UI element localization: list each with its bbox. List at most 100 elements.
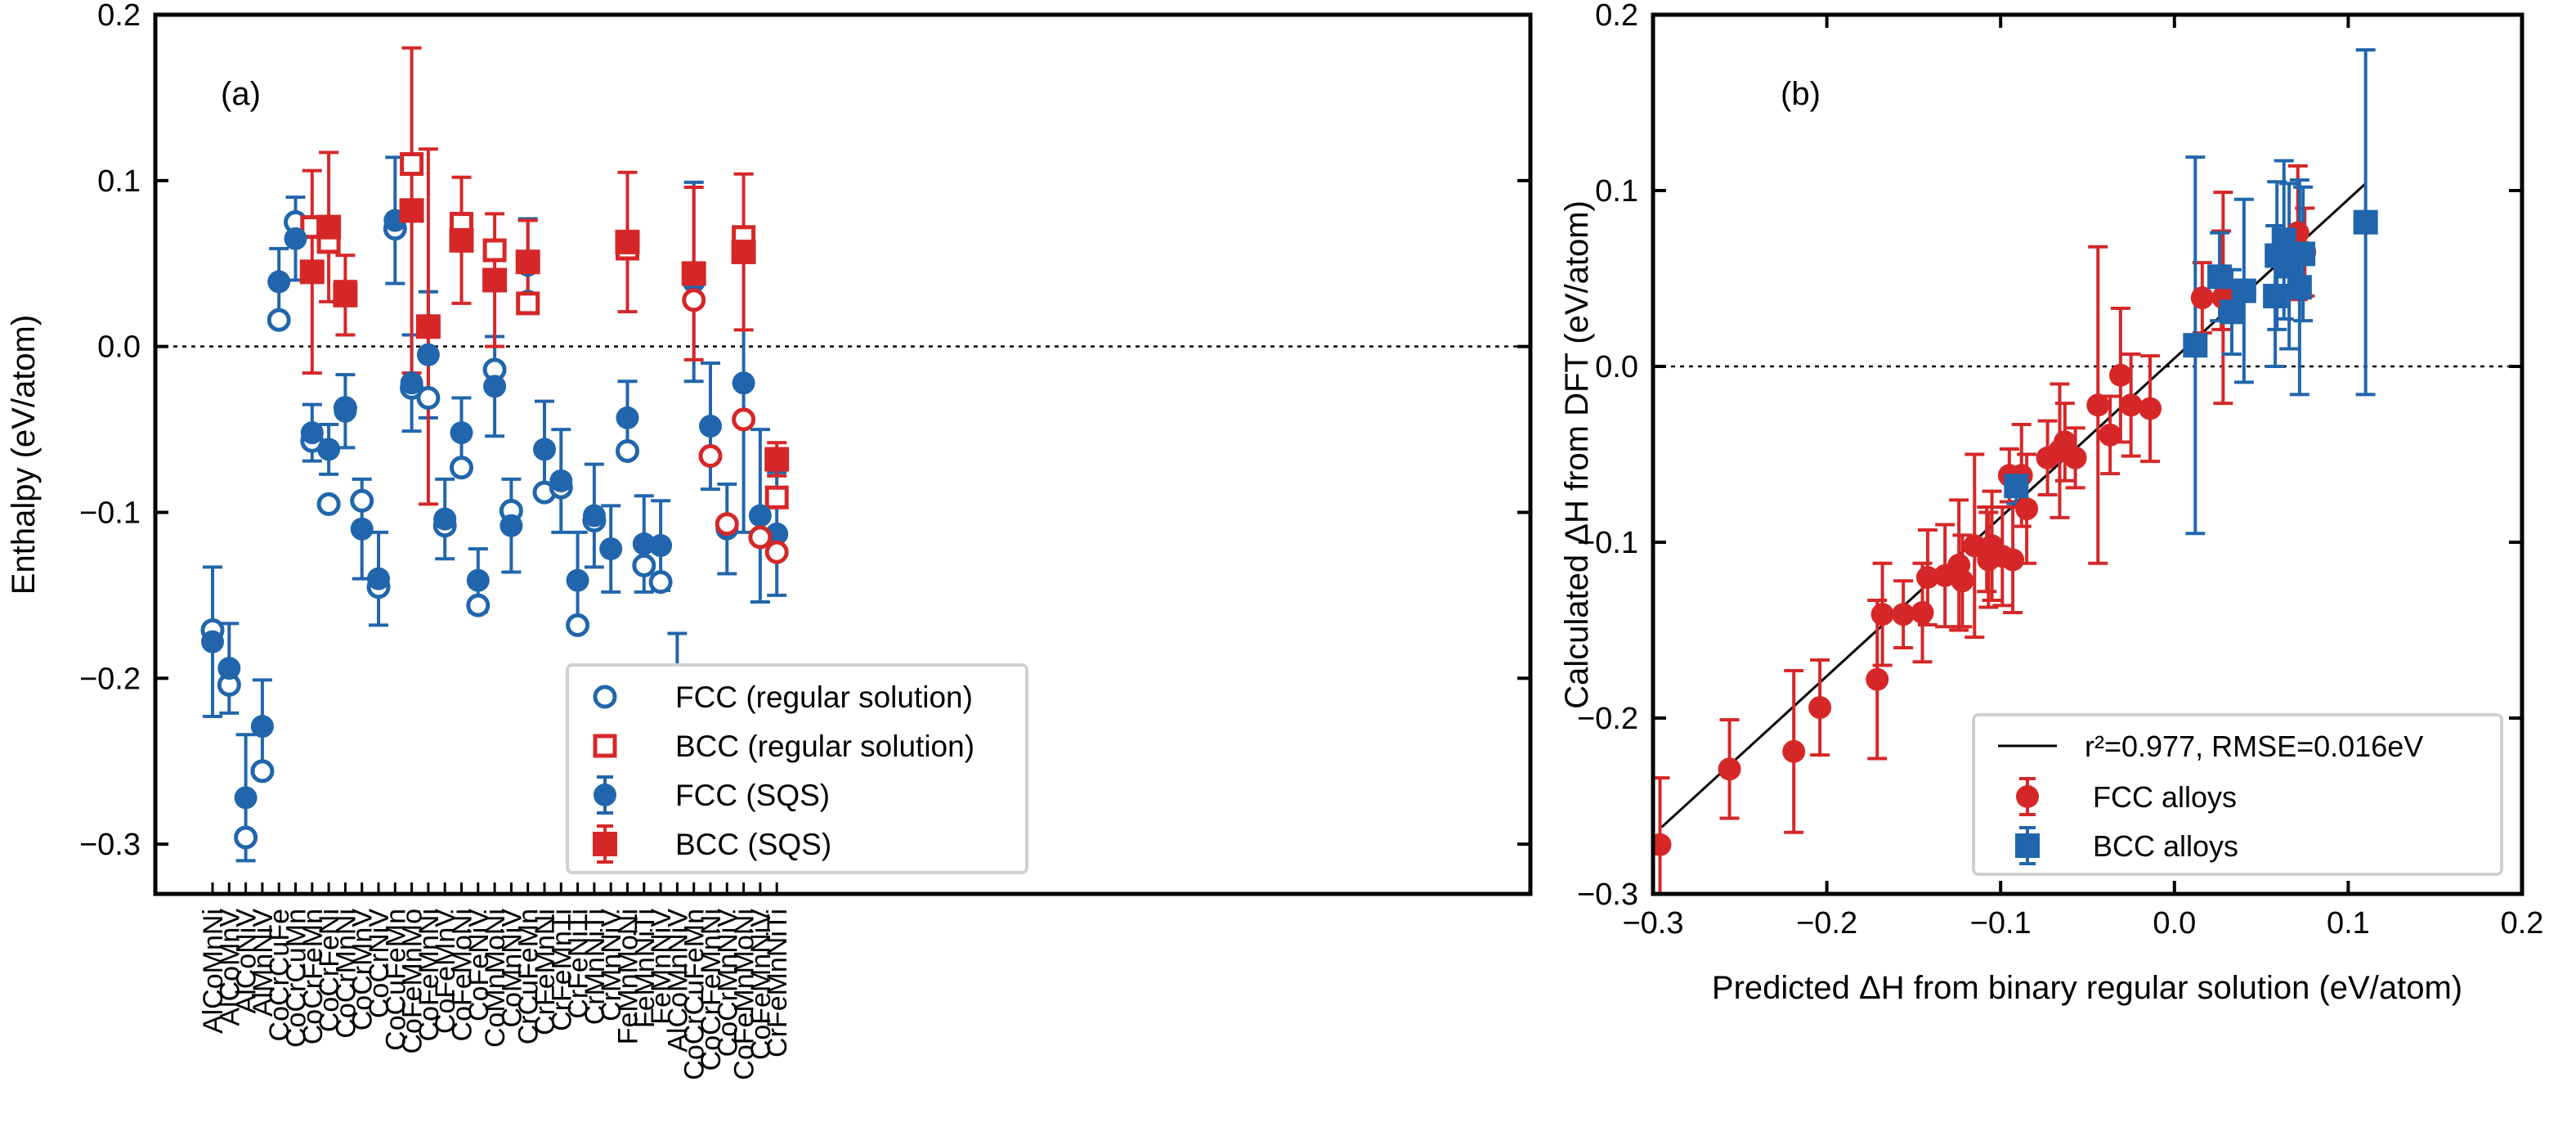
data-point bbox=[1782, 739, 1806, 763]
legend-label: BCC (regular solution) bbox=[675, 730, 974, 763]
x-tick-label: CoFeMnV bbox=[430, 909, 461, 1034]
data-point bbox=[299, 259, 325, 285]
data-point bbox=[599, 537, 623, 561]
x-tick-label: CoCuFeMn bbox=[380, 909, 411, 1051]
y-axis-ticks: 0.2 0.1 0.0 −0.1 −0.2 −0.3 bbox=[1577, 0, 2522, 912]
data-point bbox=[234, 825, 258, 850]
x-tick-label: FeMnNiV bbox=[646, 909, 677, 1025]
legend-label: FCC alloys bbox=[2093, 780, 2237, 814]
data-point bbox=[615, 229, 640, 254]
data-point bbox=[466, 593, 491, 617]
panel-label: (b) bbox=[1781, 76, 1821, 112]
data-point bbox=[317, 438, 341, 461]
y-axis-label: Calculated ΔH from DFT (eV/atom) bbox=[1559, 200, 1595, 709]
data-point bbox=[267, 308, 291, 332]
data-point bbox=[300, 421, 324, 445]
y-tick-label: 0.1 bbox=[97, 164, 141, 199]
x-tick-label: CoFeMnNi bbox=[414, 909, 445, 1041]
panel-label: (a) bbox=[221, 76, 261, 112]
data-point bbox=[2190, 286, 2214, 310]
x-tick-label: CrFeMnTi bbox=[546, 909, 577, 1031]
x-tick-label: CoCrFeMn bbox=[298, 909, 329, 1044]
data-point bbox=[566, 613, 590, 637]
data-point bbox=[466, 568, 490, 592]
x-tick-label: CrFeMnNi bbox=[530, 909, 561, 1035]
data-point bbox=[2119, 393, 2143, 417]
data-point bbox=[632, 553, 656, 577]
x-tick-label: CoCrMnNiV bbox=[712, 909, 743, 1057]
data-point bbox=[681, 261, 706, 286]
data-point bbox=[533, 438, 556, 461]
data-point bbox=[632, 532, 656, 556]
data-point bbox=[732, 407, 756, 432]
data-point bbox=[316, 214, 342, 240]
legend-marker bbox=[593, 685, 617, 709]
legend-label: r²=0.977, RMSE=0.016eV bbox=[2085, 730, 2423, 763]
data-point bbox=[1808, 696, 1832, 720]
data-point bbox=[516, 291, 540, 316]
legend-marker bbox=[594, 784, 616, 806]
data-point bbox=[616, 406, 639, 429]
x-tick-label: −0.2 bbox=[1796, 906, 1857, 941]
data-point bbox=[2263, 284, 2288, 308]
y-tick-label: 0.0 bbox=[1595, 350, 1638, 384]
data-point bbox=[648, 570, 673, 595]
y-axis-label: Enthalpy (eV/atom) bbox=[6, 315, 42, 595]
data-point bbox=[616, 438, 639, 463]
data-point bbox=[2183, 333, 2208, 358]
data-point bbox=[1718, 757, 1741, 781]
data-point bbox=[2001, 548, 2025, 572]
legend-label: BCC alloys bbox=[2093, 829, 2238, 863]
x-tick-label: CoCrCuFe bbox=[264, 909, 295, 1041]
y-tick-label: −0.3 bbox=[1577, 878, 1638, 912]
data-point bbox=[400, 152, 424, 177]
data-point bbox=[764, 485, 789, 510]
y-tick-label: 0.0 bbox=[97, 330, 141, 365]
data-point bbox=[500, 514, 523, 537]
y-tick-label: −0.3 bbox=[79, 828, 141, 862]
data-point bbox=[1653, 833, 1672, 856]
data-point bbox=[416, 386, 441, 411]
x-tick-label: CoCrCuMn bbox=[281, 909, 312, 1048]
data-point bbox=[2353, 209, 2378, 235]
legend-box bbox=[566, 663, 1028, 874]
data-point bbox=[450, 456, 473, 480]
y-axis-ticks: 0.2 0.1 0.0 −0.1 −0.2 −0.3 bbox=[79, 0, 1530, 862]
data-point bbox=[316, 492, 341, 516]
y-tick-label: 0.2 bbox=[1595, 0, 1638, 33]
data-point bbox=[250, 715, 274, 739]
x-tick-label: CoMnNiV bbox=[496, 909, 527, 1028]
legend-label: BCC (SQS) bbox=[675, 828, 831, 861]
data-point bbox=[2015, 497, 2039, 521]
x-tick-label: CoCrMnNi bbox=[330, 909, 361, 1039]
x-tick-label: CrFeNiTi bbox=[563, 909, 594, 1019]
data-point bbox=[367, 567, 390, 590]
data-point bbox=[2287, 275, 2312, 300]
data-point bbox=[748, 525, 773, 550]
data-point bbox=[2139, 397, 2162, 420]
data-point bbox=[2219, 299, 2244, 325]
legend-label: FCC (SQS) bbox=[675, 779, 830, 812]
x-tick-label: AlCoNiV bbox=[231, 909, 262, 1014]
data-point bbox=[731, 240, 756, 265]
data-point bbox=[450, 421, 473, 445]
x-tick-label: CoMnMoNi bbox=[480, 909, 511, 1048]
x-tick-label: AlMnNiV bbox=[248, 909, 279, 1017]
data-point bbox=[566, 568, 589, 592]
data-point bbox=[715, 512, 739, 537]
x-tick-label: FeMnNiTi bbox=[629, 909, 661, 1028]
data-point bbox=[201, 630, 224, 653]
data-point bbox=[449, 227, 474, 253]
data-point bbox=[482, 238, 507, 263]
x-tick-label: −0.3 bbox=[1622, 906, 1683, 941]
data-point bbox=[284, 227, 307, 250]
x-tick-label: CoCrMnV bbox=[347, 909, 379, 1031]
y-tick-label: −0.1 bbox=[79, 496, 141, 530]
x-tick-label: CoFeMnMo bbox=[397, 909, 428, 1054]
panel-b: 0.2 0.1 0.0 −0.1 −0.2 −0.3 −0.3 −0.2 −0.1 0.0 0.1… bbox=[1559, 0, 2543, 1006]
data-point bbox=[350, 488, 374, 513]
data-point bbox=[748, 504, 772, 528]
data-point bbox=[698, 444, 723, 469]
y-tick-label: 0.1 bbox=[1595, 174, 1638, 209]
x-tick-label: CoCrCuFeMn bbox=[679, 909, 710, 1080]
